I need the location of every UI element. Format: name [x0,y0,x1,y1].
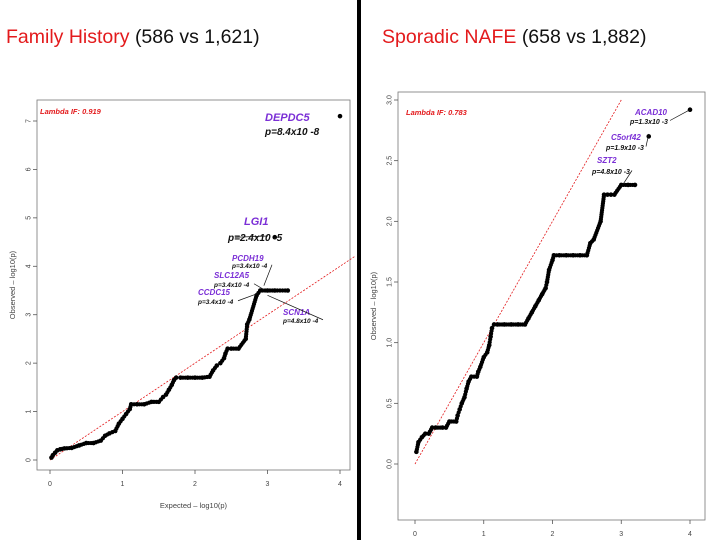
label-leader-line [267,295,324,321]
qq-point [605,192,610,197]
y-tick-label: 7 [26,119,33,123]
qq-point [337,113,343,119]
y-axis-label: Observed – log10(p) [8,250,17,319]
label-leader-line [645,133,650,147]
x-tick-label: 0 [413,531,417,538]
lambda-label: Lambda IF: 0.919 [40,107,102,116]
p-value-label: p=4.8x10 -3 [591,169,630,176]
p-value-label: p=1.3x10 -3 [629,119,668,126]
qq-point [491,322,497,327]
label-leader-line [234,235,269,238]
x-tick-label: 3 [619,531,623,538]
qq-point [173,375,179,380]
gene-label: PCDH19 [232,254,264,263]
qq-point [285,288,291,293]
panel-title-sporadic-nafe: Sporadic NAFE (658 vs 1,882) [382,26,646,49]
y-tick-label: 0.0 [387,459,394,469]
qq-point [440,425,445,430]
p-value-label: p=3.4x10 -4 [197,299,234,306]
title-counts: (658 vs 1,882) [521,26,647,48]
x-tick-label: 2 [551,531,555,538]
y-tick-label: 1 [26,410,33,414]
reference-line [49,256,355,461]
gene-label: DEPDC5 [265,112,311,124]
gene-label: SCN1A [283,308,310,317]
plot-frame [397,91,706,521]
gene-label: LGI1 [244,216,268,228]
label-leader-line [237,293,259,302]
x-axis-label: Expected – log10(p) [160,501,228,510]
y-tick-label: 5 [26,216,33,220]
y-tick-label: 3 [26,313,33,317]
title-highlight: Family History [6,26,130,48]
y-tick-label: 2 [26,361,33,365]
qq-point [225,346,230,351]
x-tick-label: 1 [482,531,486,538]
qq-point [423,431,428,436]
qq-point [429,425,435,430]
p-value-label: p=1.9x10 -3 [605,145,644,152]
qq-point [632,182,638,188]
qq-point [601,192,607,197]
y-tick-label: 1.5 [387,277,394,287]
x-tick-label: 4 [338,481,342,488]
title-counts: (586 vs 1,621) [134,26,260,48]
reference-line [414,99,622,465]
gene-label: ACAD10 [634,108,668,117]
plot-frame [36,99,351,471]
x-tick-label: 2 [193,481,197,488]
label-leader-line [263,264,273,286]
y-tick-label: 6 [26,167,33,171]
gene-label: C5orf42 [611,133,641,142]
x-tick-label: 3 [266,481,270,488]
label-leader-line [669,109,691,121]
qq-point [272,234,278,240]
y-tick-label: 2.0 [387,216,394,226]
x-tick-label: 4 [688,531,692,538]
y-tick-label: 1.0 [387,338,394,348]
title-highlight: Sporadic NAFE [382,26,517,48]
gene-label: CCDC15 [198,288,231,297]
p-value-label: p=4.8x10 -4 [282,318,319,325]
p-value-label: p=3.4x10 -4 [213,282,250,289]
y-tick-label: 0.5 [387,398,394,408]
p-value-label: p=2.4x10 -5 [227,233,283,244]
y-tick-label: 2.5 [387,156,394,166]
y-axis-label: Observed – log10(p) [369,271,378,340]
x-tick-label: 0 [48,481,52,488]
gene-label: SLC12A5 [214,271,250,280]
label-leader-line [622,170,633,186]
y-tick-label: 3.0 [387,95,394,105]
qq-point [214,363,220,368]
panel-divider [357,0,361,540]
panel-title-family-history: Family History (586 vs 1,621) [6,26,260,49]
x-tick-label: 1 [121,481,125,488]
qq-point [608,192,614,197]
label-leader-line [253,283,265,290]
p-value-label: p=3.4x10 -4 [231,263,268,270]
lambda-label: Lambda IF: 0.783 [406,108,468,117]
qq-point [489,325,495,331]
gene-label: SZT2 [597,156,617,165]
y-tick-label: 4 [26,264,33,268]
y-tick-label: 0 [26,458,33,462]
qq-point [646,134,652,139]
p-value-label: p=8.4x10 -8 [264,127,320,138]
